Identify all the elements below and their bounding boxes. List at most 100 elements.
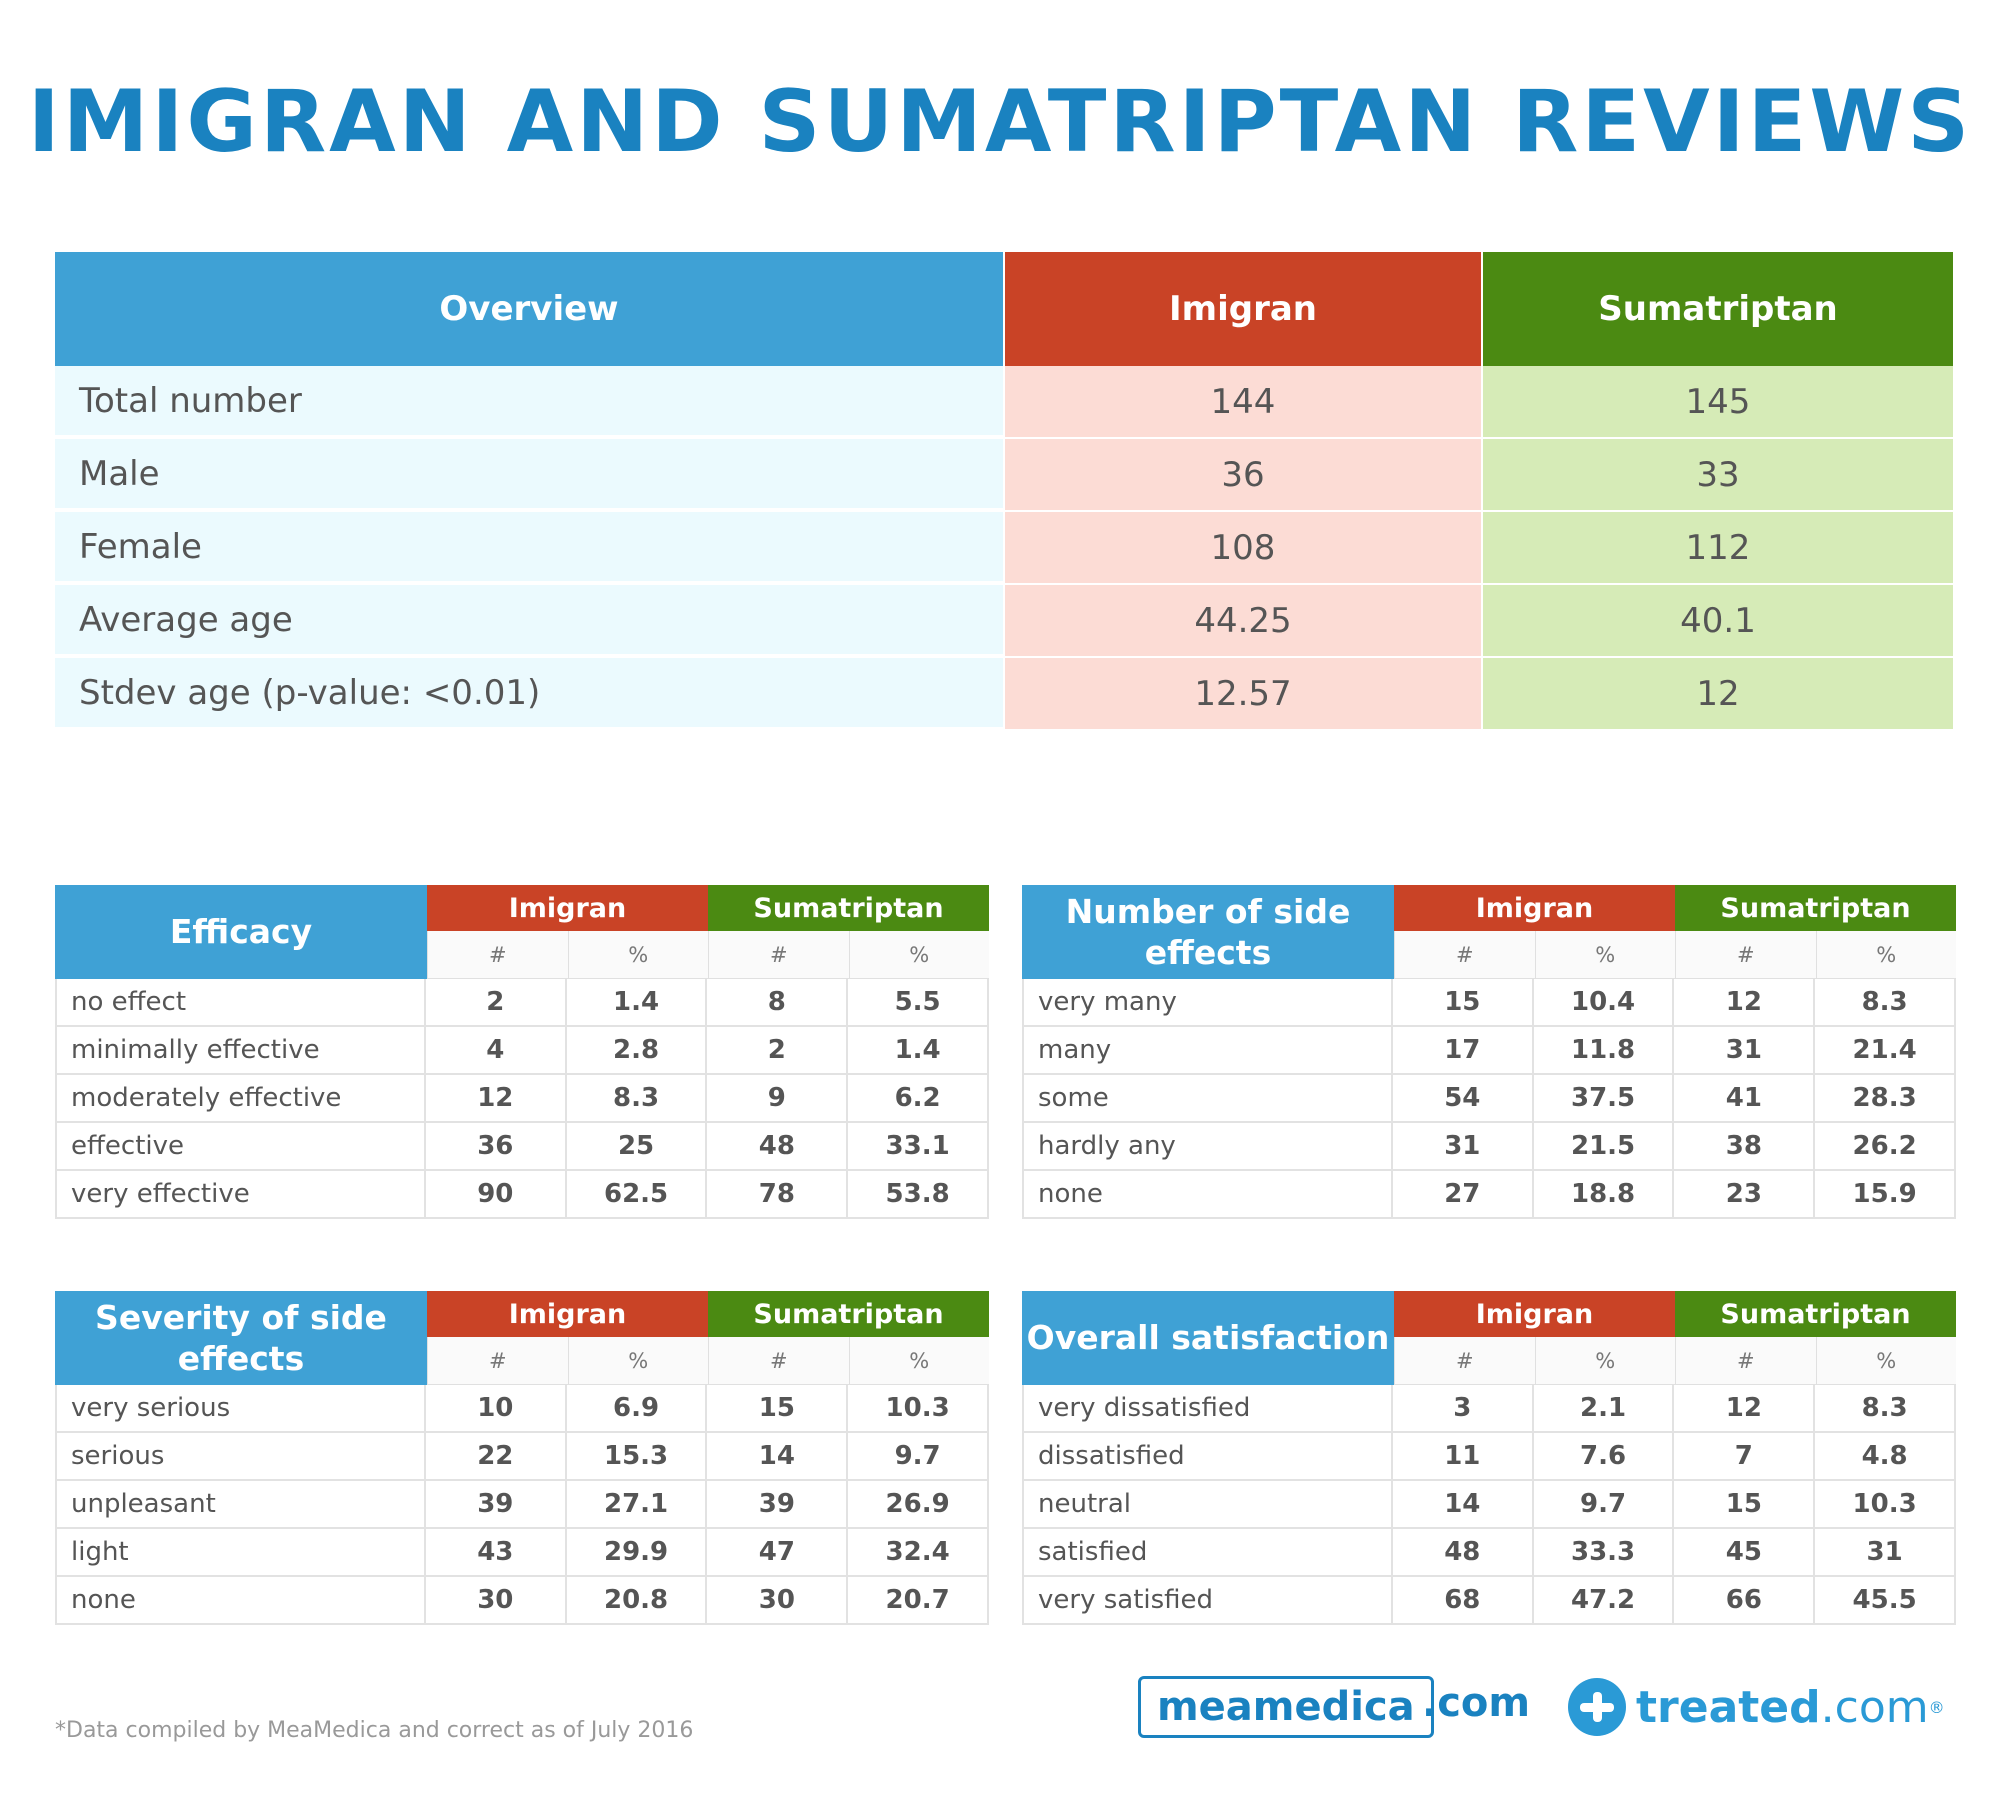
- cell-value: 9.7: [1531, 1481, 1673, 1527]
- row-label: some: [1022, 1075, 1391, 1121]
- cell-value: 21.5: [1531, 1123, 1673, 1169]
- cell-value: 20.8: [564, 1577, 706, 1623]
- group-header-sumatriptan: Sumatriptan: [1675, 885, 1956, 931]
- overview-row: Female 108 112: [55, 512, 1953, 585]
- table-title: Overall satisfaction: [1022, 1291, 1394, 1385]
- subheader: #: [427, 931, 568, 979]
- cell-value: 11: [1390, 1433, 1532, 1479]
- table-row: unpleasant 39 27.1 39 26.9: [55, 1481, 990, 1529]
- cell-value: 30: [705, 1577, 846, 1623]
- cell-value: 15: [1672, 1481, 1813, 1527]
- overview-header-label: Overview: [55, 252, 1003, 366]
- row-label: Stdev age (p-value: <0.01): [55, 658, 1003, 729]
- cell-value: 90: [423, 1171, 565, 1217]
- footnote: *Data compiled by MeaMedica and correct …: [55, 1718, 694, 1743]
- table-row: many 17 11.8 31 21.4: [1022, 1027, 1957, 1075]
- severity-of-side-effects-table: Severity of side effects Imigran Sumatript…: [55, 1291, 990, 1625]
- cell-value: 1.4: [564, 979, 706, 1025]
- cell-value: 62.5: [564, 1171, 706, 1217]
- meamedica-logo: meamedica: [1138, 1676, 1434, 1738]
- cell-value: 36: [423, 1123, 565, 1169]
- cell-value: 45.5: [1813, 1577, 1957, 1623]
- row-label: satisfied: [1022, 1529, 1391, 1575]
- subheader: #: [1675, 931, 1816, 979]
- subheader: #: [708, 931, 849, 979]
- row-label: Total number: [55, 366, 1003, 437]
- overview-header-row: Overview Imigran Sumatriptan: [55, 252, 1953, 366]
- cell-value: 12: [423, 1075, 565, 1121]
- cell-value: 15: [705, 1385, 846, 1431]
- row-label: hardly any: [1022, 1123, 1391, 1169]
- row-label: neutral: [1022, 1481, 1391, 1527]
- registered-mark: ®: [1928, 1697, 1945, 1717]
- cell-value: 7.6: [1531, 1433, 1673, 1479]
- cell-value: 33.3: [1531, 1529, 1673, 1575]
- cell-value: 12: [1672, 1385, 1813, 1431]
- subheader: #: [1394, 1337, 1535, 1385]
- table-row: effective 36 25 48 33.1: [55, 1123, 990, 1171]
- cell-value: 12: [1672, 979, 1813, 1025]
- cell-value: 14: [1390, 1481, 1532, 1527]
- imigran-value: 12.57: [1005, 658, 1481, 731]
- row-label: none: [55, 1577, 424, 1623]
- row-label: very dissatisfied: [1022, 1385, 1391, 1431]
- cell-value: 26.9: [846, 1481, 990, 1527]
- table-row: hardly any 31 21.5 38 26.2: [1022, 1123, 1957, 1171]
- cell-value: 48: [1390, 1529, 1532, 1575]
- row-label: very satisfied: [1022, 1577, 1391, 1623]
- cell-value: 2: [423, 979, 565, 1025]
- cross-circle-icon: [1568, 1678, 1626, 1736]
- cell-value: 15: [1390, 979, 1532, 1025]
- subheader: %: [1815, 1337, 1956, 1385]
- row-label: serious: [55, 1433, 424, 1479]
- sumatriptan-value: 12: [1483, 658, 1953, 731]
- group-header-imigran: Imigran: [427, 885, 708, 931]
- cell-value: 30: [423, 1577, 565, 1623]
- table-title: Severity of side effects: [55, 1291, 427, 1385]
- group-header-sumatriptan: Sumatriptan: [708, 1291, 989, 1337]
- imigran-value: 44.25: [1005, 585, 1481, 658]
- sumatriptan-value: 112: [1483, 512, 1953, 585]
- table-row: none 30 20.8 30 20.7: [55, 1577, 990, 1625]
- table-title: Number of side effects: [1022, 885, 1394, 979]
- row-label: very many: [1022, 979, 1391, 1025]
- cell-value: 8.3: [1813, 1385, 1957, 1431]
- cell-value: 9.7: [846, 1433, 990, 1479]
- subheader: %: [567, 931, 708, 979]
- cell-value: 68: [1390, 1577, 1532, 1623]
- cell-value: 66: [1672, 1577, 1813, 1623]
- table-row: some 54 37.5 41 28.3: [1022, 1075, 1957, 1123]
- cell-value: 29.9: [564, 1529, 706, 1575]
- cell-value: 23: [1672, 1171, 1813, 1217]
- row-label: very serious: [55, 1385, 424, 1431]
- cell-value: 45: [1672, 1529, 1813, 1575]
- cell-value: 41: [1672, 1075, 1813, 1121]
- row-label: Average age: [55, 585, 1003, 656]
- subheader: %: [567, 1337, 708, 1385]
- cell-value: 18.8: [1531, 1171, 1673, 1217]
- cell-value: 2.8: [564, 1027, 706, 1073]
- cell-value: 47: [705, 1529, 846, 1575]
- table-header: Efficacy Imigran Sumatriptan #% #%: [55, 885, 989, 979]
- subheader: #: [1394, 931, 1535, 979]
- table-row: very serious 10 6.9 15 10.3: [55, 1385, 990, 1433]
- subheader: %: [1815, 931, 1956, 979]
- sumatriptan-value: 33: [1483, 439, 1953, 512]
- cell-value: 2.1: [1531, 1385, 1673, 1431]
- meamedica-logo-suffix: .com: [1422, 1680, 1531, 1726]
- treated-logo-text: treated: [1636, 1681, 1821, 1733]
- cell-value: 27: [1390, 1171, 1532, 1217]
- row-label: light: [55, 1529, 424, 1575]
- overview-table: Overview Imigran Sumatriptan Total numbe…: [55, 252, 1953, 731]
- overview-row: Stdev age (p-value: <0.01) 12.57 12: [55, 658, 1953, 731]
- cell-value: 27.1: [564, 1481, 706, 1527]
- group-header-imigran: Imigran: [427, 1291, 708, 1337]
- sumatriptan-value: 145: [1483, 366, 1953, 439]
- cell-value: 21.4: [1813, 1027, 1957, 1073]
- treated-logo: treated .com ®: [1568, 1678, 1945, 1736]
- table-row: very satisfied 68 47.2 66 45.5: [1022, 1577, 1957, 1625]
- cell-value: 7: [1672, 1433, 1813, 1479]
- group-header-imigran: Imigran: [1394, 885, 1675, 931]
- table-header: Overall satisfaction Imigran Sumatriptan #%…: [1022, 1291, 1956, 1385]
- row-label: Female: [55, 512, 1003, 583]
